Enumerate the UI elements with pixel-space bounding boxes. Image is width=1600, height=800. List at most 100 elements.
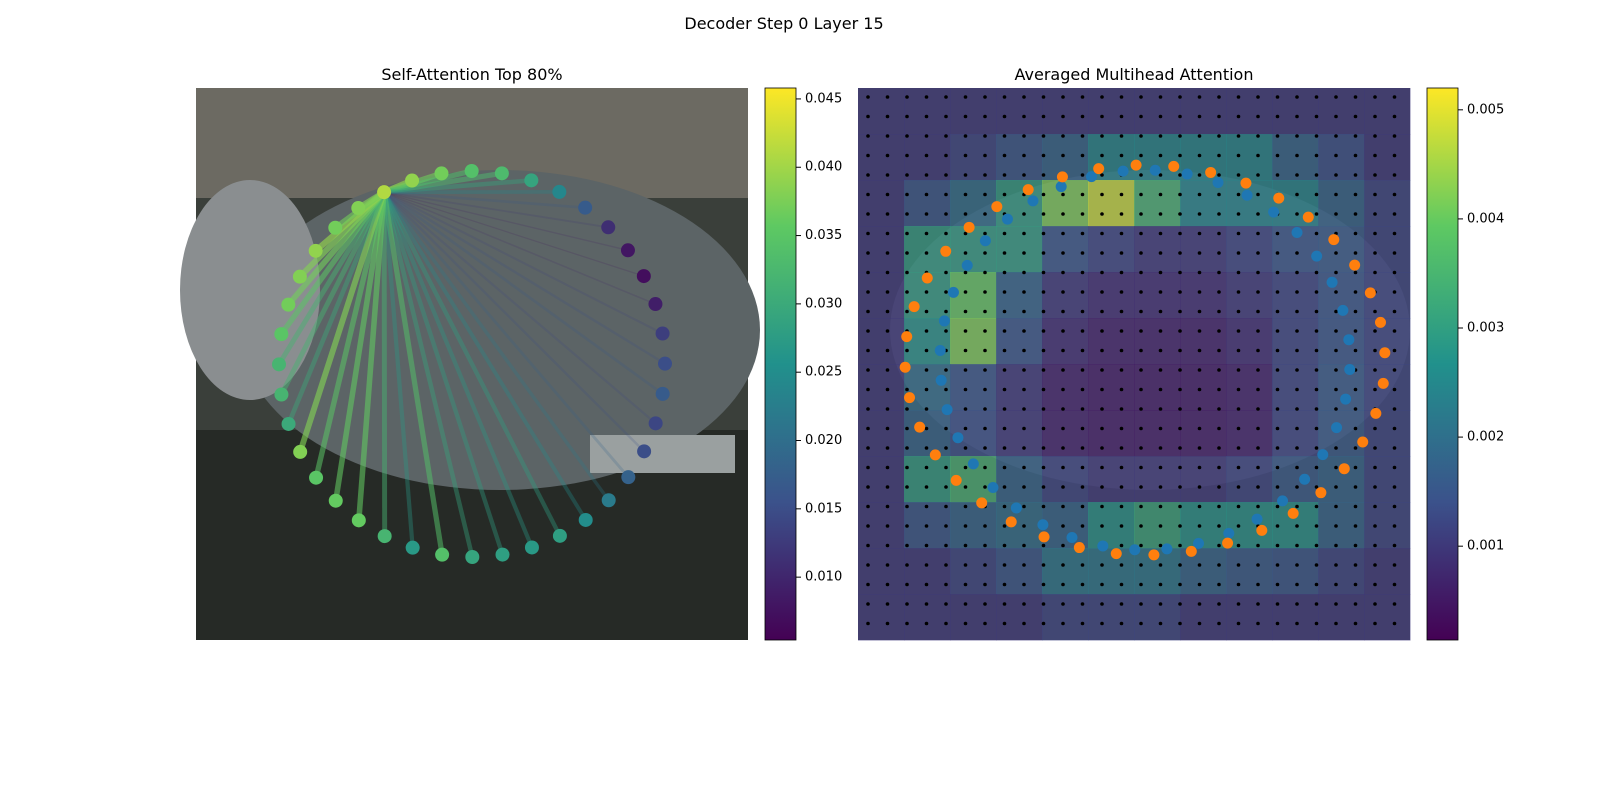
grid-point (944, 192, 948, 197)
query-point (1344, 363, 1356, 375)
query-point (1277, 495, 1289, 507)
grid-point (1119, 290, 1124, 294)
grid-point (1392, 309, 1397, 314)
grid-point (1197, 368, 1202, 372)
grid-point (1002, 368, 1007, 372)
grid-point (885, 563, 890, 567)
grid-point (924, 173, 929, 177)
grid-point (1236, 309, 1241, 314)
grid-point (1119, 602, 1124, 606)
grid-point (885, 602, 890, 606)
grid-point (1392, 621, 1397, 626)
grid-point (1275, 426, 1280, 431)
grid-point (1373, 368, 1377, 372)
grid-point (1100, 173, 1104, 177)
query-point (1349, 259, 1361, 271)
heat-cell (950, 502, 997, 549)
node (464, 164, 479, 179)
grid-point (1275, 465, 1280, 470)
grid-point (1002, 446, 1007, 450)
grid-point (1197, 407, 1202, 411)
query-point (1110, 548, 1122, 560)
grid-point (983, 212, 987, 216)
grid-point (1139, 192, 1143, 197)
heat-cell (950, 134, 997, 181)
grid-point (983, 192, 987, 197)
grid-point (1334, 387, 1338, 392)
grid-point (1197, 134, 1202, 138)
query-point (914, 421, 926, 433)
grid-point (1236, 290, 1241, 294)
grid-point (885, 270, 890, 275)
node (405, 173, 420, 188)
heat-cell (1226, 134, 1273, 181)
grid-point (1373, 231, 1377, 236)
node (281, 416, 296, 431)
grid-point (1217, 212, 1221, 216)
grid-point (1275, 582, 1280, 587)
grid-point (1334, 309, 1338, 314)
y-tick-label: 0.040 (805, 160, 842, 175)
grid-point (1100, 231, 1104, 236)
grid-point (1314, 426, 1319, 431)
grid-point (1334, 134, 1338, 138)
grid-point (1197, 621, 1202, 626)
grid-point (905, 387, 909, 392)
grid-point (1197, 524, 1202, 528)
grid-point (1353, 485, 1358, 489)
grid-point (1022, 212, 1026, 216)
heat-cell (1042, 318, 1089, 365)
attention-edge (383, 191, 656, 305)
grid-point (1080, 446, 1085, 450)
grid-point (1139, 251, 1143, 255)
y-tick-label: 0.005 (1467, 102, 1504, 117)
grid-point (1236, 329, 1241, 333)
grid-point (1041, 368, 1046, 372)
grid-point (1295, 95, 1299, 99)
grid-point (1022, 134, 1026, 138)
heat-cell (1318, 594, 1365, 641)
grid-point (1392, 524, 1397, 528)
node (578, 512, 593, 527)
grid-point (1256, 251, 1260, 255)
y-tick-label: 0.035 (805, 228, 842, 243)
grid-point (885, 231, 890, 236)
node (494, 166, 509, 181)
grid-point (885, 543, 890, 548)
grid-point (1061, 290, 1065, 294)
grid-point (944, 602, 948, 606)
query-point (1241, 189, 1253, 201)
heat-cell (858, 318, 905, 365)
heat-cell (1134, 594, 1181, 641)
grid-point (1158, 485, 1163, 489)
grid-point (1002, 114, 1007, 119)
heat-cell (1042, 594, 1089, 641)
grid-point (866, 368, 870, 372)
query-point (1148, 549, 1160, 561)
y-tick-label: 0.025 (805, 365, 842, 380)
grid-point (1353, 134, 1358, 138)
grid-point (1236, 387, 1241, 392)
node (351, 201, 366, 216)
grid-point (1041, 290, 1046, 294)
attention-edge (313, 191, 387, 479)
grid-point (1178, 309, 1182, 314)
grid-point (924, 95, 929, 99)
attention-edge (297, 191, 387, 453)
grid-point (944, 173, 948, 177)
grid-point (944, 329, 948, 333)
grid-point (1236, 95, 1241, 99)
grid-point (1022, 407, 1026, 411)
y-tick-label: 0.015 (805, 501, 842, 516)
grid-point (1080, 582, 1085, 587)
heat-cell (1364, 134, 1411, 181)
grid-point (1353, 153, 1358, 158)
grid-point (1256, 290, 1260, 294)
query-point (1251, 513, 1263, 525)
heat-cell (950, 226, 997, 273)
grid-point (885, 192, 890, 197)
grid-point (866, 621, 870, 626)
query-point (929, 449, 941, 461)
grid-point (885, 426, 890, 431)
attention-edge (383, 191, 645, 453)
